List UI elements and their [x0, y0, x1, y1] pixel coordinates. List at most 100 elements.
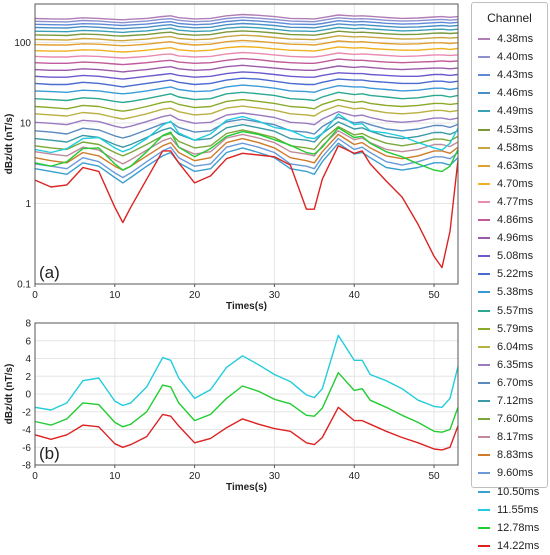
legend-label: 4.77ms — [497, 195, 534, 208]
legend-label: 4.96ms — [497, 232, 534, 245]
legend-label: 8.17ms — [497, 431, 534, 444]
legend-label: 4.63ms — [497, 159, 534, 172]
legend-label: 4.43ms — [497, 69, 534, 82]
x-tick-label: 20 — [189, 471, 201, 482]
legend-item: 5.79ms — [478, 320, 533, 338]
panel-label: (a) — [39, 263, 60, 282]
series-line — [34, 125, 459, 157]
x-tick-label: 0 — [32, 471, 38, 482]
legend-swatch — [478, 219, 490, 221]
series-line — [34, 19, 459, 27]
series-line — [34, 91, 459, 104]
series-line — [34, 98, 459, 112]
legend-label: 6.04ms — [497, 340, 534, 353]
x-axis-label: Times(s) — [226, 482, 267, 493]
legend-label: 4.53ms — [497, 123, 534, 136]
x-tick-label: 30 — [269, 471, 281, 482]
y-tick-label: 0.1 — [17, 280, 31, 291]
legend-label: 4.70ms — [497, 177, 534, 190]
legend-label: 5.79ms — [497, 322, 534, 335]
legend-label: 4.38ms — [497, 33, 534, 45]
legend-label: 11.55ms — [497, 503, 539, 516]
x-tick-label: 10 — [109, 290, 121, 301]
legend-label: 8.83ms — [497, 449, 534, 462]
series-line — [34, 113, 459, 154]
y-tick-label: 100 — [14, 38, 31, 49]
legend-swatch — [478, 345, 490, 348]
x-axis-label: Times(s) — [226, 301, 267, 312]
series-line — [34, 64, 459, 73]
axes-frame — [34, 322, 459, 466]
legend-title: Channel — [487, 11, 532, 25]
legend-item: 7.12ms — [478, 392, 533, 410]
series-line — [34, 142, 459, 184]
series-line — [34, 334, 459, 411]
series-line — [34, 26, 459, 34]
y-tick-label: 4 — [25, 354, 31, 365]
series-line — [34, 406, 459, 451]
legend-label: 6.35ms — [497, 358, 534, 371]
y-tick-label: 1 — [25, 199, 31, 210]
y-tick-label: -6 — [22, 443, 31, 454]
x-tick-label: 40 — [349, 290, 361, 301]
legend-label: 5.38ms — [497, 286, 534, 299]
series-line — [34, 45, 459, 53]
series-line — [34, 51, 459, 59]
x-tick-label: 30 — [269, 290, 281, 301]
y-tick-label: -4 — [22, 425, 31, 436]
legend-item: 14.22ms — [478, 537, 539, 555]
y-tick-label: 6 — [25, 336, 31, 347]
axes-frame — [34, 3, 459, 285]
legend-swatch — [478, 273, 490, 276]
legend-item: 7.60ms — [478, 410, 533, 428]
x-tick-label: 50 — [428, 471, 440, 482]
legend-swatch — [478, 128, 490, 131]
legend-item: 8.17ms — [478, 428, 533, 446]
panel-a: 0 10 20 30 40 50 0.1 1 10 100 Times(s) dBz/dt (nT/s… — [4, 3, 459, 312]
legend-label: 10.50ms — [497, 485, 540, 498]
series-line — [34, 127, 459, 173]
legend-swatch — [478, 418, 490, 421]
legend-item: 4.46ms — [478, 84, 533, 102]
legend-label: 5.22ms — [497, 268, 534, 281]
y-tick-label: 10 — [20, 118, 32, 129]
x-tick-label: 40 — [349, 471, 361, 482]
legend-label: 9.60ms — [497, 467, 534, 480]
legend-item: 4.77ms — [478, 193, 533, 211]
legend-swatch — [478, 454, 490, 457]
legend-swatch — [478, 363, 490, 366]
y-tick-label: -8 — [22, 461, 31, 472]
legend-item: 5.22ms — [478, 265, 533, 283]
legend-swatch — [478, 544, 490, 547]
series-line — [34, 71, 459, 80]
legend-label: 4.46ms — [497, 87, 534, 100]
legend-item: 8.83ms — [478, 446, 533, 464]
legend-item: 11.55ms — [478, 501, 538, 519]
series-line — [34, 22, 459, 30]
legend-swatch — [478, 146, 490, 149]
panel-label: (b) — [39, 444, 60, 463]
legend-item: 12.78ms — [478, 519, 539, 537]
legend-swatch — [478, 291, 490, 294]
legend-item: 4.96ms — [478, 229, 533, 247]
legend-label: 5.57ms — [497, 304, 534, 317]
y-axis-label: dBz/dt (nT/s) — [4, 364, 15, 425]
legend-item: 6.04ms — [478, 338, 533, 356]
series-line — [34, 372, 459, 433]
x-tick-label: 50 — [428, 290, 440, 301]
legend-swatch — [478, 56, 490, 59]
legend-label: 12.78ms — [497, 521, 540, 534]
series-line — [34, 104, 459, 120]
legend-item: 4.43ms — [478, 66, 533, 84]
legend: Channel 4.38ms 4.40ms 4.43ms 4.46ms 4.49ms 4.… — [471, 2, 548, 552]
series-line — [34, 145, 459, 269]
legend-swatch — [478, 436, 490, 439]
series-line — [34, 39, 459, 47]
legend-item: 5.57ms — [478, 302, 533, 320]
series-line — [34, 34, 459, 42]
legend-swatch — [478, 74, 490, 77]
legend-swatch — [478, 255, 490, 258]
legend-item: 9.60ms — [478, 464, 533, 482]
series-line — [34, 137, 459, 179]
series-line — [34, 133, 459, 171]
